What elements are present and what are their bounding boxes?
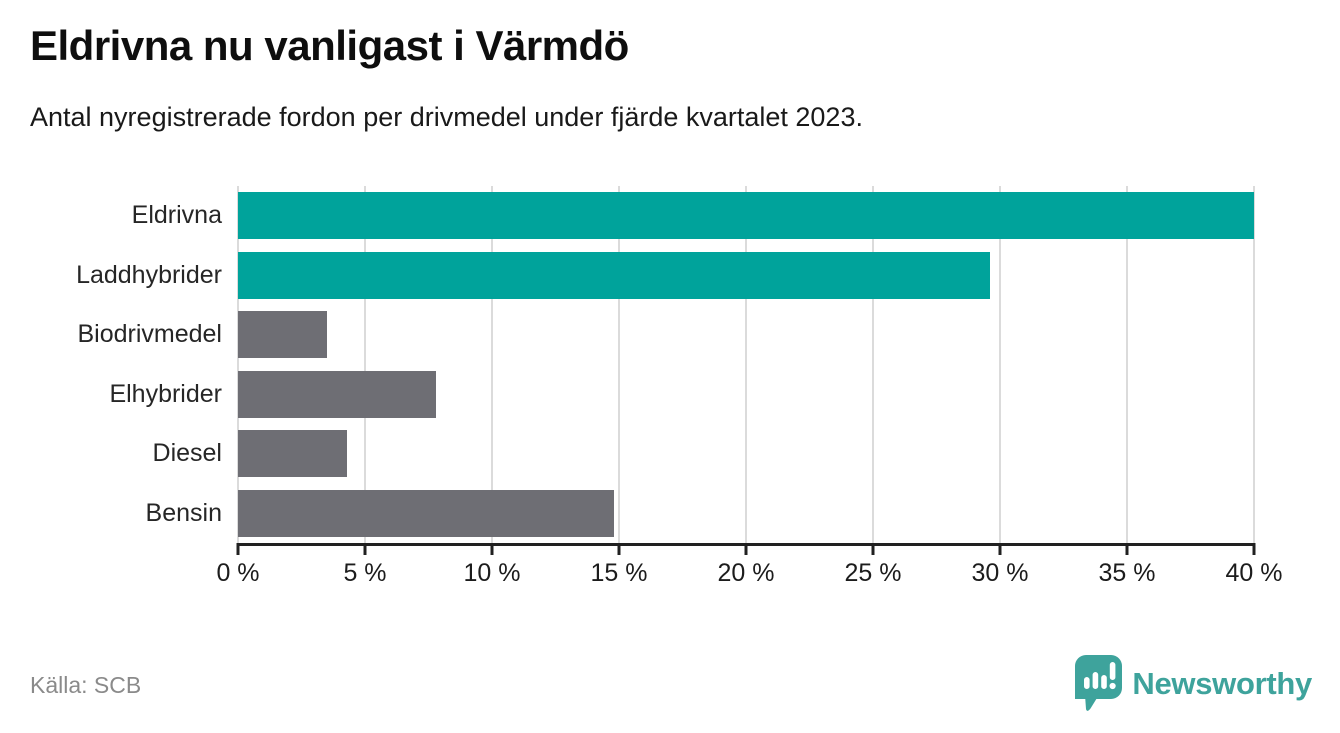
gridline xyxy=(1253,186,1255,543)
brand-name: Newsworthy xyxy=(1132,666,1312,701)
x-tick-label: 10 % xyxy=(463,559,521,587)
x-tick xyxy=(236,543,240,555)
x-tick-label: 35 % xyxy=(1098,559,1156,587)
gridline xyxy=(999,186,1001,543)
plot-area xyxy=(237,186,1255,543)
x-tick xyxy=(744,543,748,555)
category-label: Laddhybrider xyxy=(76,260,222,289)
x-tick-label: 30 % xyxy=(971,559,1029,587)
gridline xyxy=(1126,186,1128,543)
x-tick xyxy=(1252,543,1256,555)
x-tick-label: 5 % xyxy=(343,559,387,587)
category-label: Bensin xyxy=(145,498,222,527)
category-label: Diesel xyxy=(152,439,222,468)
x-axis: 0 % 5 % 10 % 15 % 20 % 25 % 30 % 35 % 40 % xyxy=(216,543,1282,603)
x-tick-label: 20 % xyxy=(717,559,775,587)
x-tick xyxy=(617,543,621,555)
gridline xyxy=(618,186,620,543)
x-tick xyxy=(363,543,367,555)
newsworthy-logo-icon xyxy=(1075,655,1123,711)
chart-subtitle: Antal nyregistrerade fordon per drivmede… xyxy=(30,102,863,132)
gridline xyxy=(491,186,493,543)
category-labels: Eldrivna Laddhybrider Biodrivmedel Elhybrid… xyxy=(0,186,222,543)
source-note: Källa: SCB xyxy=(30,672,142,698)
bar-biodrivmedel xyxy=(238,311,327,359)
category-label: Eldrivna xyxy=(131,201,222,230)
bar-elhybrider xyxy=(238,370,437,418)
gridline xyxy=(872,186,874,543)
bar-bensin xyxy=(238,489,614,537)
category-label: Elhybrider xyxy=(109,379,222,408)
x-tick xyxy=(490,543,494,555)
x-tick xyxy=(998,543,1002,555)
x-tick-label: 40 % xyxy=(1225,559,1283,587)
bar-eldrivna xyxy=(238,192,1254,240)
brand-logo: Newsworthy xyxy=(1075,654,1312,714)
category-label: Biodrivmedel xyxy=(77,320,222,349)
x-tick-label: 25 % xyxy=(844,559,902,587)
chart-title: Eldrivna nu vanligast i Värmdö xyxy=(30,22,629,69)
x-tick-label: 15 % xyxy=(590,559,648,587)
gridline xyxy=(237,186,239,543)
x-tick xyxy=(871,543,875,555)
gridline xyxy=(364,186,366,543)
bar-laddhybrider xyxy=(238,251,990,299)
bar-diesel xyxy=(238,430,348,478)
x-tick xyxy=(1125,543,1129,555)
x-tick-label: 0 % xyxy=(216,559,260,587)
gridline xyxy=(745,186,747,543)
